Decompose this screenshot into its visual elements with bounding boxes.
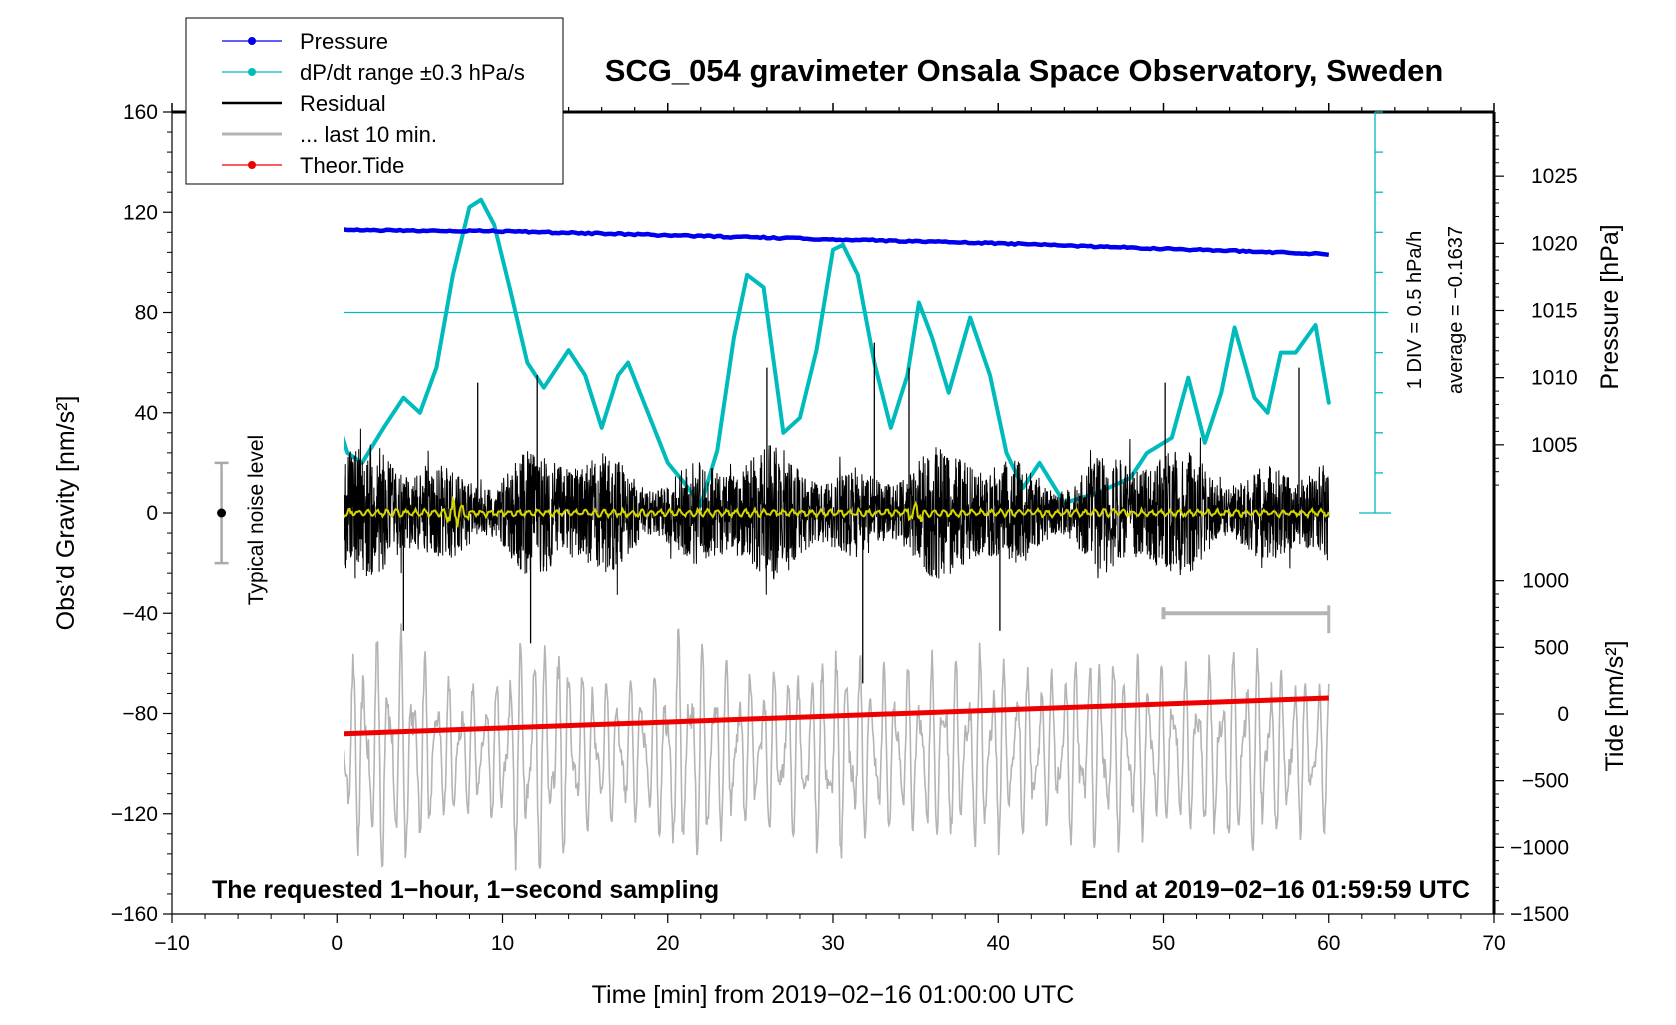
- y-axis-label-gravity: Obs’d Gravity [nm/s²]: [52, 396, 80, 631]
- y-tick-label: 120: [123, 201, 158, 224]
- x-tick-label: 40: [987, 932, 1010, 955]
- tide-tick-label: 1000: [1522, 570, 1569, 593]
- y-axis-label-pressure: Pressure [hPa]: [1596, 224, 1624, 389]
- tide-tick-label: −1500: [1510, 903, 1569, 926]
- legend-swatch-marker: [248, 37, 256, 45]
- y-tick-label: 160: [123, 101, 158, 124]
- legend-label: ... last 10 min.: [300, 122, 437, 147]
- series-last-10-min: [344, 623, 1330, 871]
- legend-label: Residual: [300, 91, 386, 116]
- legend-box: [185, 17, 564, 185]
- x-tick-label: 30: [821, 932, 844, 955]
- noise-level-indicator: [214, 461, 229, 565]
- legend-label: Pressure: [300, 29, 388, 54]
- legend-label: Theor.Tide: [300, 153, 404, 178]
- y-tick-label: −80: [122, 703, 158, 726]
- chart-title: SCG_054 gravimeter Onsala Space Observat…: [605, 53, 1444, 88]
- x-tick-label: 50: [1152, 932, 1175, 955]
- sampling-note: The requested 1−hour, 1−second sampling: [212, 876, 719, 904]
- y-tick-label: −160: [111, 903, 158, 926]
- tide-tick-label: −500: [1522, 770, 1569, 793]
- tide-tick-label: −1000: [1510, 836, 1569, 859]
- y-tick-label: 40: [135, 402, 158, 425]
- average-label: average = −0.1637: [1445, 226, 1467, 394]
- series-layer: [344, 197, 1389, 871]
- tide-tick-label: 0: [1557, 703, 1569, 726]
- pressure-tick-label: 1010: [1531, 367, 1578, 390]
- x-axis: −10 0 10 20 30 40 50 60 70: [154, 103, 1506, 955]
- x-tick-label: 70: [1482, 932, 1505, 955]
- legend-swatch-marker: [248, 161, 256, 169]
- x-tick-label: 0: [331, 932, 343, 955]
- noise-center-dot: [217, 508, 227, 518]
- legend: Pressure dP/dt range ±0.3 hPa/s Residual..…: [185, 17, 564, 185]
- series-residual: [344, 428, 1330, 595]
- series-theor-tide: [344, 695, 1329, 737]
- pressure-tick-label: 1005: [1531, 434, 1578, 457]
- pressure-tick-label: 1015: [1531, 299, 1578, 322]
- y-axis-gravity: 160 120 80 40 0 −40 −80 −120 −160: [111, 101, 172, 926]
- x-axis-label: Time [min] from 2019−02−16 01:00:00 UTC: [592, 981, 1075, 1009]
- y-tick-label: −120: [111, 803, 158, 826]
- pressure-tick-label: 1025: [1531, 165, 1578, 188]
- y-axis-label-tide: Tide [nm/s²]: [1601, 640, 1629, 771]
- pressure-tick-label: 1020: [1531, 232, 1578, 255]
- y-axis-pressure: 1025 1020 1015 1010 1005: [1494, 121, 1578, 486]
- noise-level-label: Typical noise level: [245, 435, 268, 605]
- dpdt-scale-bar: [1359, 111, 1392, 514]
- x-tick-label: 60: [1317, 932, 1340, 955]
- legend-swatch-marker: [248, 68, 256, 76]
- div-scale-label: 1 DIV = 0.5 hPa/h: [1404, 231, 1426, 389]
- x-tick-label: 10: [491, 932, 514, 955]
- legend-label: dP/dt range ±0.3 hPa/s: [300, 60, 525, 85]
- x-tick-label: 20: [656, 932, 679, 955]
- y-tick-label: 80: [135, 302, 158, 325]
- end-time-note: End at 2019−02−16 01:59:59 UTC: [1081, 876, 1470, 904]
- x-tick-label: −10: [154, 932, 190, 955]
- series-pressure: [344, 227, 1330, 258]
- series-residual-filtered: [344, 495, 1330, 528]
- y-axis-tide: 1000 500 0 −500 −1000 −1500: [1494, 570, 1569, 926]
- series-dpdt: [344, 197, 1331, 508]
- y-tick-label: 0: [146, 502, 158, 525]
- y-tick-label: −40: [122, 602, 158, 625]
- tide-tick-label: 500: [1534, 636, 1569, 659]
